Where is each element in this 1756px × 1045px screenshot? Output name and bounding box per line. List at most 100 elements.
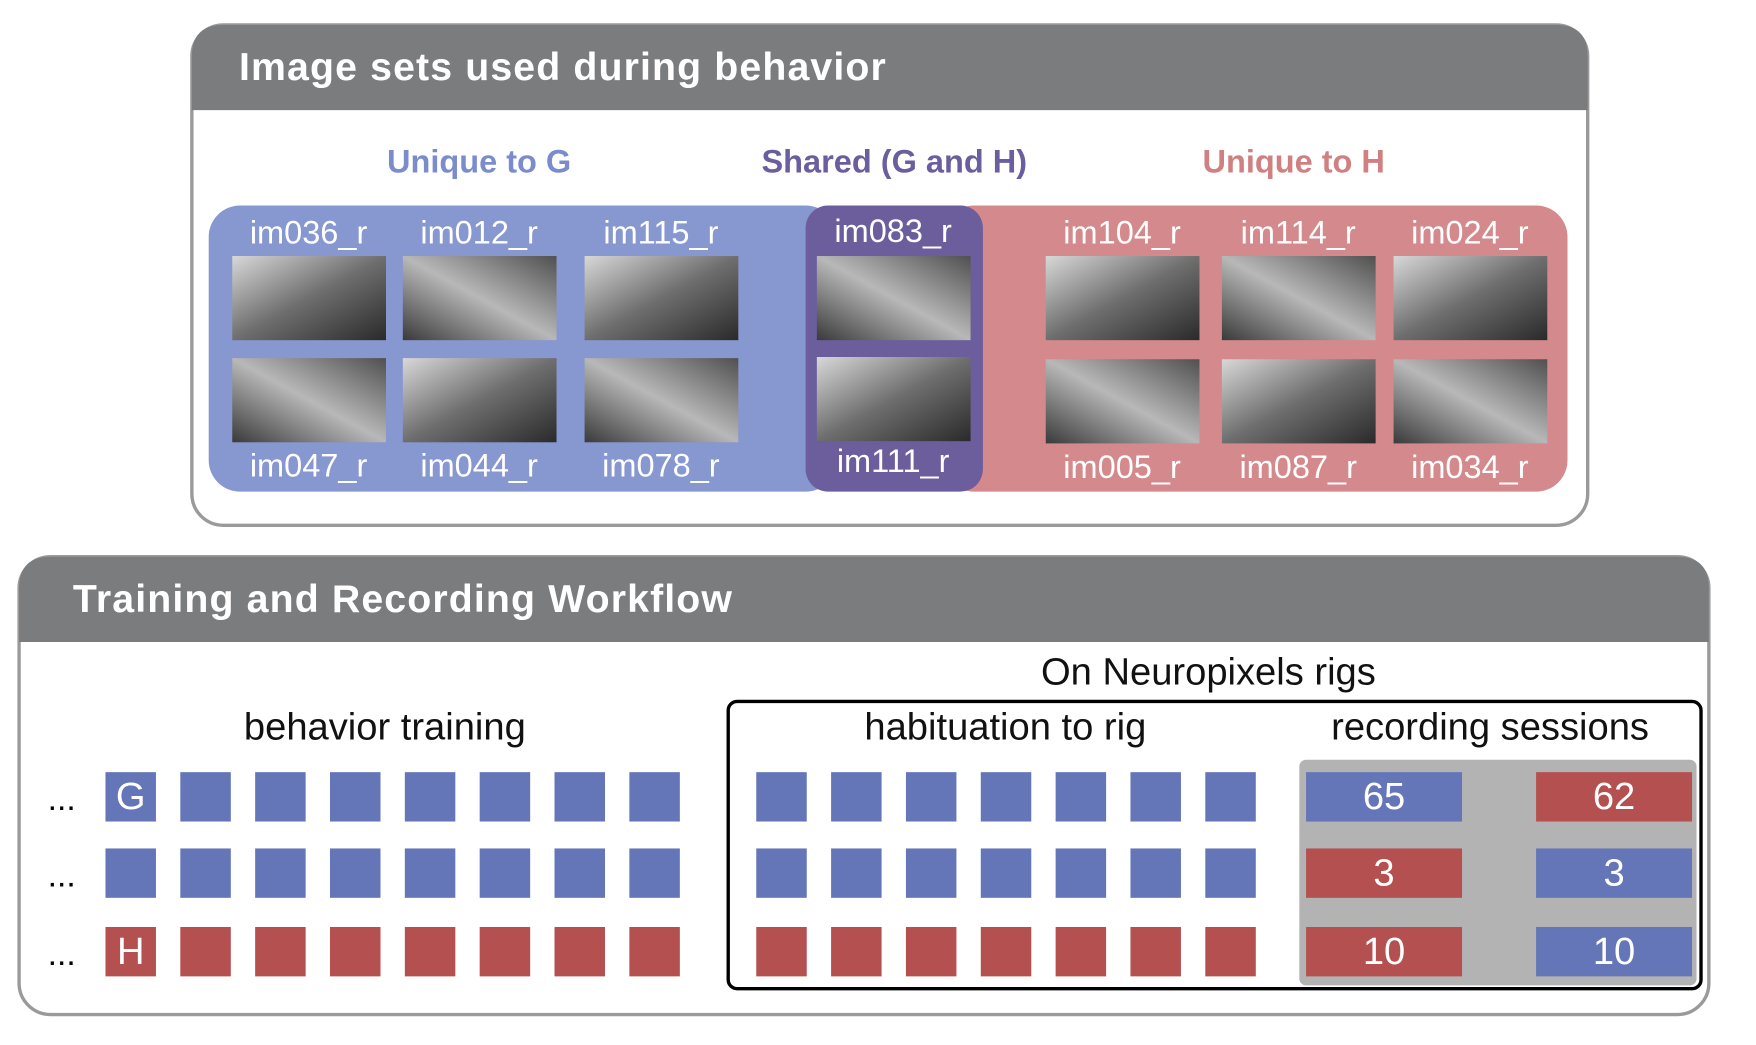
session-square bbox=[479, 926, 531, 977]
session-square bbox=[756, 848, 807, 898]
session-square bbox=[905, 926, 957, 977]
image-thumbnail bbox=[816, 256, 971, 341]
panel-header bbox=[19, 556, 1709, 642]
recording-cell bbox=[1306, 848, 1463, 898]
session-square bbox=[1205, 772, 1256, 822]
session-square bbox=[479, 848, 531, 898]
image-label: im111_r bbox=[837, 443, 950, 479]
image-label: im083_r bbox=[834, 213, 952, 249]
session-square bbox=[105, 848, 156, 898]
image-thumbnail bbox=[402, 256, 557, 341]
session-square bbox=[479, 772, 531, 822]
session-square bbox=[980, 772, 1032, 822]
session-square bbox=[180, 848, 231, 898]
recording-count: 10 bbox=[1363, 930, 1405, 973]
image-thumbnail bbox=[816, 356, 971, 442]
session-square bbox=[1130, 772, 1181, 822]
row-label: G bbox=[116, 775, 146, 818]
session-square bbox=[1130, 848, 1181, 898]
session-square bbox=[329, 848, 381, 898]
row-prefix: ... bbox=[48, 936, 76, 973]
session-square bbox=[980, 848, 1032, 898]
panel-title: Training and Recording Workflow bbox=[73, 577, 733, 621]
session-square bbox=[404, 848, 456, 898]
group-label: Shared (G and H) bbox=[761, 144, 1027, 180]
session-square bbox=[180, 772, 231, 822]
image-thumbnail bbox=[1045, 359, 1200, 444]
section-label: behavior training bbox=[244, 706, 526, 749]
session-square bbox=[404, 772, 456, 822]
session-square bbox=[831, 926, 882, 977]
recording-count: 3 bbox=[1373, 851, 1394, 894]
recording-cell bbox=[1306, 772, 1463, 822]
session-square bbox=[554, 926, 606, 977]
session-square bbox=[1055, 848, 1107, 898]
image-label: im078_r bbox=[602, 448, 720, 484]
image-label: im044_r bbox=[420, 448, 538, 484]
session-square bbox=[980, 926, 1032, 977]
image-thumbnail bbox=[1393, 256, 1548, 341]
row-label: H bbox=[117, 930, 145, 973]
session-square bbox=[1055, 926, 1107, 977]
image-thumbnail bbox=[1221, 256, 1376, 341]
session-square bbox=[554, 772, 606, 822]
recording-cell bbox=[1306, 926, 1463, 977]
image-label: im115_r bbox=[603, 214, 718, 250]
panel-title: Image sets used during behavior bbox=[239, 45, 887, 89]
session-square bbox=[180, 926, 231, 977]
panel-header bbox=[191, 24, 1588, 111]
session-square bbox=[905, 772, 957, 822]
recording-count: 3 bbox=[1603, 851, 1624, 894]
recording-count: 65 bbox=[1363, 775, 1405, 818]
row-prefix: ... bbox=[48, 858, 76, 895]
image-label: im104_r bbox=[1063, 214, 1181, 250]
rig-label: On Neuropixels rigs bbox=[1041, 651, 1376, 694]
session-square bbox=[756, 926, 807, 977]
recording-count: 10 bbox=[1593, 930, 1635, 973]
session-square bbox=[905, 848, 957, 898]
session-square bbox=[629, 926, 680, 977]
image-thumbnail bbox=[584, 358, 739, 443]
group-label: Unique to H bbox=[1202, 144, 1384, 180]
image-label: im047_r bbox=[250, 448, 368, 484]
session-square bbox=[1130, 926, 1181, 977]
image-label: im005_r bbox=[1063, 449, 1181, 485]
session-square bbox=[831, 772, 882, 822]
recording-cell bbox=[1536, 772, 1693, 822]
image-thumbnail bbox=[232, 256, 386, 341]
image-thumbnail bbox=[402, 358, 557, 443]
image-label: im024_r bbox=[1411, 214, 1529, 250]
session-square bbox=[1055, 772, 1107, 822]
recording-cell bbox=[1536, 926, 1693, 977]
session-square bbox=[629, 772, 680, 822]
session-square bbox=[255, 848, 306, 898]
image-label: im036_r bbox=[250, 214, 368, 250]
session-square bbox=[404, 926, 456, 977]
image-label: im034_r bbox=[1411, 449, 1529, 485]
group-label: Unique to G bbox=[387, 144, 571, 180]
session-square bbox=[329, 772, 381, 822]
session-square bbox=[831, 848, 882, 898]
rig-box bbox=[726, 699, 1703, 991]
image-label: im087_r bbox=[1239, 449, 1357, 485]
session-square bbox=[554, 848, 606, 898]
recording-cell bbox=[1536, 848, 1693, 898]
row-prefix: ... bbox=[48, 781, 76, 818]
session-square bbox=[1205, 848, 1256, 898]
image-thumbnail bbox=[1393, 359, 1548, 444]
session-square bbox=[1205, 926, 1256, 977]
session-square bbox=[255, 772, 306, 822]
section-label: recording sessions bbox=[1331, 706, 1649, 749]
image-thumbnail bbox=[1221, 359, 1376, 444]
session-square bbox=[329, 926, 381, 977]
image-thumbnail bbox=[1045, 256, 1200, 341]
image-thumbnail bbox=[232, 358, 386, 443]
session-square bbox=[105, 926, 156, 977]
image-label: im114_r bbox=[1241, 214, 1356, 250]
session-square bbox=[629, 848, 680, 898]
session-square bbox=[756, 772, 807, 822]
image-thumbnail bbox=[584, 256, 739, 341]
session-square bbox=[105, 772, 156, 822]
section-label: habituation to rig bbox=[864, 706, 1146, 749]
